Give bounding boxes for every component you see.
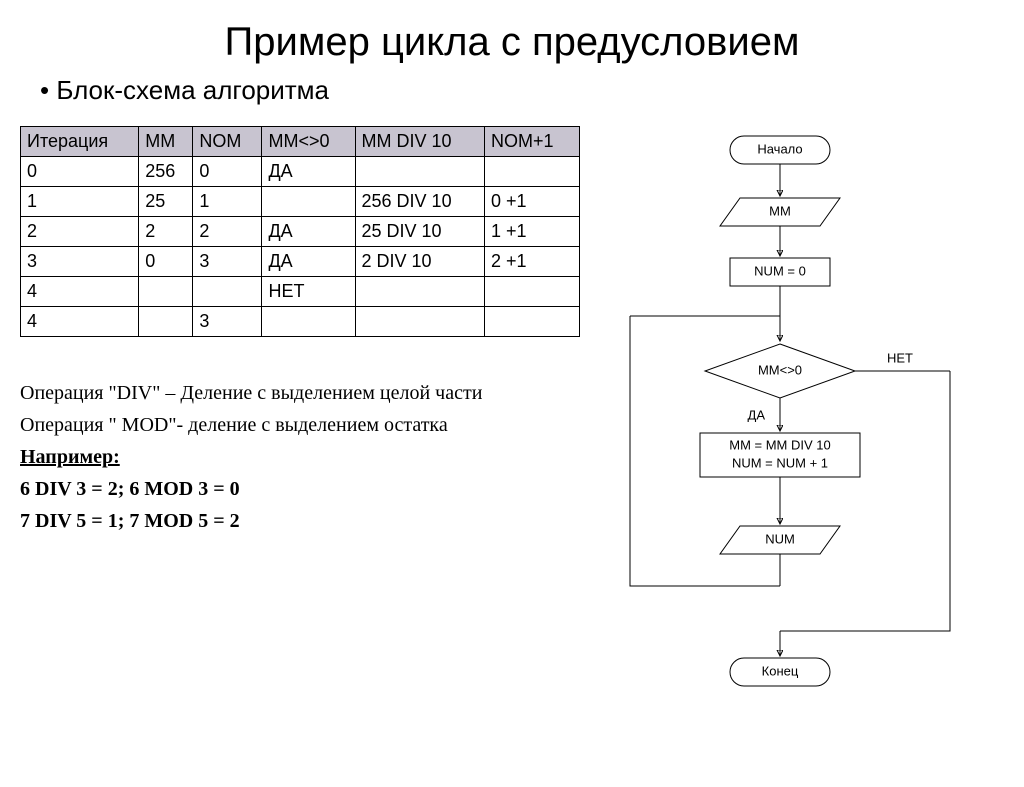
cell [139,277,193,307]
example-line: 7 DIV 5 = 1; 7 MOD 5 = 2 [20,505,600,537]
cell: 3 [193,307,262,337]
note-prefix: Операция " MOD"- [20,414,188,436]
col-header: Итерация [21,127,139,157]
table-row: 4 НЕТ [21,277,580,307]
cell [485,307,580,337]
cell: 3 [21,247,139,277]
cell: 256 DIV 10 [355,187,485,217]
cell [355,277,485,307]
cell: 0 [139,247,193,277]
cell [485,157,580,187]
note-prefix: Операция "DIV" – [20,382,180,404]
cell [262,307,355,337]
cell [355,307,485,337]
table-row: 2 2 2 ДА 25 DIV 10 1 +1 [21,217,580,247]
note-rest: Деление с выделением целой части [180,382,482,404]
flow-end-label: Конец [762,663,799,678]
cell: 25 [139,187,193,217]
cell: ДА [262,217,355,247]
cell: 0 +1 [485,187,580,217]
table-row: 3 0 3 ДА 2 DIV 10 2 +1 [21,247,580,277]
cell: 3 [193,247,262,277]
cell: 0 [21,157,139,187]
flow-output-label: NUM [765,531,795,546]
notes-block: Операция "DIV" – Деление с выделением це… [20,377,600,537]
cell: 2 +1 [485,247,580,277]
example-label: Например: [20,441,600,473]
flowchart: Начало MM NUM = 0 MM<>0 ДА НЕТ [600,126,990,706]
cell: 1 [193,187,262,217]
cell: 4 [21,277,139,307]
col-header: NOM [193,127,262,157]
cell: 2 [139,217,193,247]
cell: НЕТ [262,277,355,307]
cell [485,277,580,307]
flow-decision-label: MM<>0 [758,362,802,377]
table-row: 0 256 0 ДА [21,157,580,187]
flow-start-label: Начало [757,141,802,156]
cell: 25 DIV 10 [355,217,485,247]
cell: 4 [21,307,139,337]
cell: ДА [262,157,355,187]
cell: 2 [193,217,262,247]
flow-init-label: NUM = 0 [754,263,806,278]
note-rest: деление с выделением остатка [188,414,448,436]
cell: 1 [21,187,139,217]
cell: 2 DIV 10 [355,247,485,277]
cell: 2 [21,217,139,247]
flow-body-line2: NUM = NUM + 1 [732,455,828,470]
col-header: NOM+1 [485,127,580,157]
trace-table: Итерация MM NOM MM<>0 MM DIV 10 NOM+1 0 … [20,126,580,337]
example-line: 6 DIV 3 = 2; 6 MOD 3 = 0 [20,473,600,505]
subtitle: Блок-схема алгоритма [60,75,1024,106]
col-header: MM<>0 [262,127,355,157]
table-header-row: Итерация MM NOM MM<>0 MM DIV 10 NOM+1 [21,127,580,157]
table-row: 4 3 [21,307,580,337]
flow-no-label: НЕТ [887,350,913,365]
cell: ДА [262,247,355,277]
page-title: Пример цикла с предусловием [0,20,1024,65]
cell [355,157,485,187]
cell: 1 +1 [485,217,580,247]
cell: 256 [139,157,193,187]
cell [193,277,262,307]
note-line: Операция " MOD"- деление с выделением ос… [20,409,600,441]
note-line: Операция "DIV" – Деление с выделением це… [20,377,600,409]
flow-input-label: MM [769,203,791,218]
flow-yes-label: ДА [748,407,766,422]
flow-body-line1: MM = MM DIV 10 [729,437,831,452]
col-header: MM [139,127,193,157]
cell [262,187,355,217]
col-header: MM DIV 10 [355,127,485,157]
cell [139,307,193,337]
table-row: 1 25 1 256 DIV 10 0 +1 [21,187,580,217]
cell: 0 [193,157,262,187]
